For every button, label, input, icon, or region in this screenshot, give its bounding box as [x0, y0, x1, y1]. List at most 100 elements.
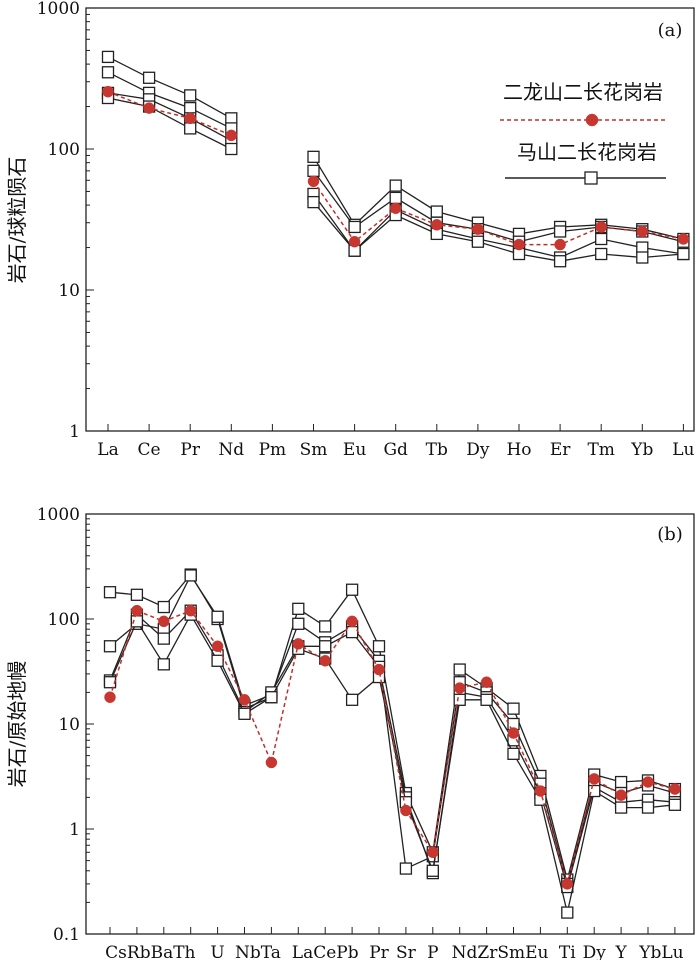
data-point	[225, 142, 238, 156]
series-erlongshan	[104, 604, 681, 890]
data-point	[265, 691, 278, 704]
data-point	[238, 694, 251, 706]
series-line	[107, 91, 684, 246]
y-tick-label: 100	[48, 140, 80, 160]
data-point	[642, 776, 654, 788]
data-point	[399, 862, 413, 875]
panel-a-x-axis: La Ce Pr Nd Pm Sm Eu Gd Tb Dy Ho Er Tm Yb Lu	[97, 424, 695, 460]
data-point	[184, 569, 197, 582]
data-point	[641, 801, 655, 814]
panel-b-x-axis: CsRbBaTh U NbTa LaCePb Pr Sr P NdZrSmEu Ti Dy Y YbL…	[105, 927, 684, 960]
data-point	[636, 225, 649, 238]
panel-b-chart: (b) 岩石/原始地幔 0.1 1 10 100 1000 CsRbBaTh U NbTa L…	[5, 505, 695, 960]
x-tick-label: NdZrSmEu	[452, 943, 549, 960]
data-point	[373, 663, 385, 676]
data-point	[307, 175, 320, 188]
legend-label-erlongshan: 二龙山二长花岗岩	[503, 80, 663, 104]
panel-b-y-axis: 0.1 1 10 100 1000	[37, 505, 94, 945]
data-point	[103, 640, 117, 653]
data-point	[103, 676, 117, 689]
data-point	[103, 586, 117, 599]
data-point	[553, 255, 567, 268]
data-point	[346, 615, 358, 628]
data-point	[184, 122, 197, 135]
panel-a-label: (a)	[658, 20, 683, 41]
series-mashan	[101, 91, 690, 268]
data-point	[507, 702, 520, 715]
data-point	[588, 773, 600, 785]
x-tick-label: CsRbBaTh	[105, 943, 195, 960]
x-tick-label: Yb	[630, 440, 653, 460]
y-tick-label: 10	[58, 715, 80, 735]
series-line	[107, 97, 684, 262]
data-point	[677, 233, 690, 245]
panel-a-chart: (a) 岩石/球粒陨石 1 10 100 1000 La Ce Pr Nd Pm Sm Eu Gd T…	[5, 0, 695, 460]
data-point	[238, 707, 251, 720]
x-tick-label: Dy	[466, 440, 490, 460]
legend-marker-erlongshan	[585, 113, 599, 127]
data-point	[553, 225, 567, 238]
data-point	[158, 615, 170, 628]
data-point	[225, 112, 238, 125]
panel-a-y-axis-label: 岩石/球粒陨石	[5, 157, 29, 284]
data-point	[130, 588, 144, 601]
data-point	[595, 221, 607, 233]
data-point	[319, 640, 332, 653]
data-point	[669, 783, 681, 795]
data-point	[348, 220, 361, 234]
data-point	[157, 658, 170, 671]
data-point	[472, 223, 484, 235]
data-point	[427, 846, 439, 859]
data-point	[157, 600, 170, 614]
x-tick-label: Ti	[559, 943, 576, 960]
data-point	[615, 789, 627, 801]
data-point	[102, 85, 114, 98]
data-point	[561, 906, 574, 919]
data-point	[345, 583, 359, 596]
data-point	[389, 202, 402, 215]
data-point	[668, 798, 682, 811]
data-point	[595, 232, 608, 246]
y-tick-label: 1000	[37, 0, 80, 19]
x-tick-label: Tb	[426, 440, 448, 460]
data-point	[614, 801, 628, 814]
data-point	[104, 691, 116, 703]
data-point	[507, 747, 520, 760]
y-tick-label: 10	[58, 281, 80, 301]
data-point	[211, 640, 224, 653]
data-point	[372, 640, 386, 653]
x-tick-label: P	[427, 943, 438, 960]
legend-marker-mashan	[584, 171, 598, 185]
data-point	[225, 129, 238, 142]
data-point	[143, 102, 155, 114]
data-point	[131, 604, 143, 617]
data-point	[513, 238, 525, 251]
data-point	[431, 219, 443, 231]
y-tick-label: 1	[69, 820, 80, 840]
data-point	[453, 663, 466, 676]
panel-b-label: (b)	[657, 524, 683, 545]
data-point	[211, 610, 224, 623]
y-tick-label: 0.1	[53, 925, 80, 945]
data-point	[389, 179, 402, 192]
x-tick-label: Y	[614, 943, 627, 960]
data-point	[184, 112, 196, 125]
panel-b-series	[103, 568, 682, 919]
x-tick-label: Sm	[300, 440, 328, 460]
data-point	[480, 693, 493, 706]
data-point	[480, 676, 493, 688]
x-tick-label: La	[97, 440, 118, 460]
x-tick-label: U	[210, 943, 224, 960]
series-line	[109, 609, 676, 887]
data-point	[101, 66, 115, 79]
data-point	[345, 693, 359, 706]
x-tick-label: Pm	[259, 440, 287, 460]
data-point	[554, 238, 566, 251]
data-point	[453, 682, 466, 694]
x-tick-label: Lu	[672, 440, 694, 460]
y-tick-label: 1000	[37, 505, 80, 525]
y-tick-label: 100	[48, 610, 80, 630]
x-tick-label: Pr	[180, 440, 200, 460]
data-point	[101, 50, 115, 64]
